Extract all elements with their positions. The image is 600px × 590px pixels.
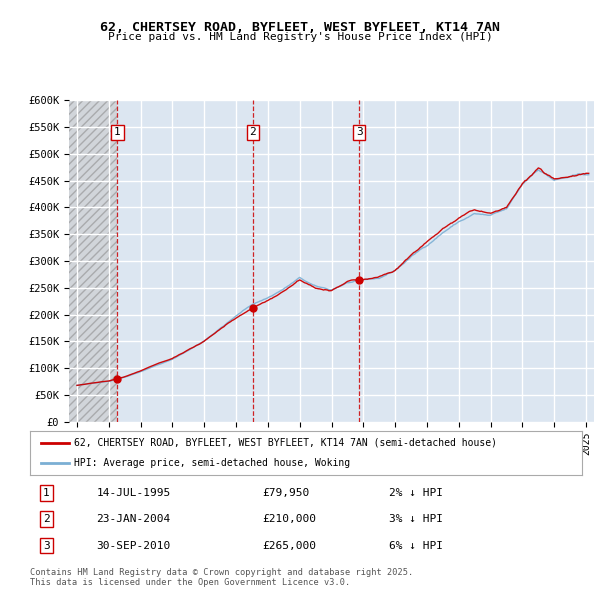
Text: £79,950: £79,950 — [262, 488, 309, 498]
Text: £265,000: £265,000 — [262, 540, 316, 550]
Text: 62, CHERTSEY ROAD, BYFLEET, WEST BYFLEET, KT14 7AN (semi-detached house): 62, CHERTSEY ROAD, BYFLEET, WEST BYFLEET… — [74, 438, 497, 448]
Text: £210,000: £210,000 — [262, 514, 316, 524]
Text: 2% ↓ HPI: 2% ↓ HPI — [389, 488, 443, 498]
Text: 14-JUL-1995: 14-JUL-1995 — [96, 488, 170, 498]
Text: Contains HM Land Registry data © Crown copyright and database right 2025.
This d: Contains HM Land Registry data © Crown c… — [30, 568, 413, 587]
Text: 6% ↓ HPI: 6% ↓ HPI — [389, 540, 443, 550]
Text: 30-SEP-2010: 30-SEP-2010 — [96, 540, 170, 550]
Text: 62, CHERTSEY ROAD, BYFLEET, WEST BYFLEET, KT14 7AN: 62, CHERTSEY ROAD, BYFLEET, WEST BYFLEET… — [100, 21, 500, 34]
Text: 2: 2 — [250, 127, 256, 137]
Text: 1: 1 — [114, 127, 121, 137]
Text: 1: 1 — [43, 488, 50, 498]
Text: Price paid vs. HM Land Registry's House Price Index (HPI): Price paid vs. HM Land Registry's House … — [107, 32, 493, 42]
Text: 23-JAN-2004: 23-JAN-2004 — [96, 514, 170, 524]
Bar — [69, 100, 118, 422]
Text: 3: 3 — [356, 127, 363, 137]
Text: 2: 2 — [43, 514, 50, 524]
Text: 3: 3 — [43, 540, 50, 550]
Text: HPI: Average price, semi-detached house, Woking: HPI: Average price, semi-detached house,… — [74, 458, 350, 468]
Text: 3% ↓ HPI: 3% ↓ HPI — [389, 514, 443, 524]
